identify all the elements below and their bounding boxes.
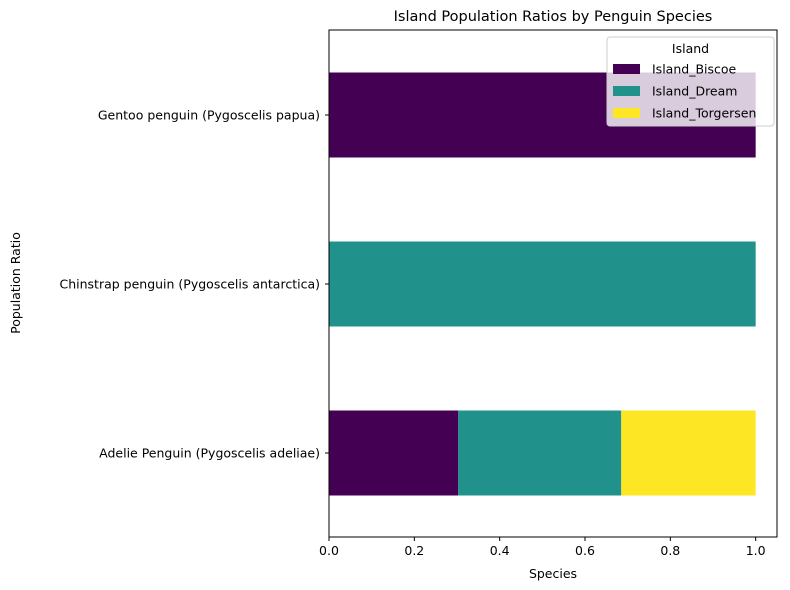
y-tick-label-2: Gentoo penguin (Pygoscelis papua) [98,108,320,123]
legend-label-2: Island_Torgersen [652,106,756,121]
legend-label-0: Island_Biscoe [652,62,737,77]
legend-swatch-1 [613,86,640,96]
bar-island-dream-0 [458,410,622,496]
legend-swatch-2 [613,108,640,118]
x-tick-label-0: 0.0 [319,543,339,558]
bar-island-biscoe-0 [329,410,459,496]
bar-island-torgersen-0 [621,410,756,496]
chart-title: Island Population Ratios by Penguin Spec… [394,9,713,25]
x-tick-label-1: 0.2 [404,543,424,558]
x-tick-label-3: 0.6 [575,543,595,558]
legend-label-1: Island_Dream [652,84,737,99]
y-tick-label-0: Adelie Penguin (Pygoscelis adeliae) [99,446,320,461]
legend-title: Island [672,41,709,56]
y-axis-label: Population Ratio [8,232,23,334]
legend-box [606,36,775,127]
x-tick-label-4: 0.8 [660,543,680,558]
y-tick-label-1: Chinstrap penguin (Pygoscelis antarctica… [59,277,320,292]
x-axis-label: Species [529,566,577,581]
x-tick-label-2: 0.4 [490,543,510,558]
plot-area: 0.0 0.2 0.4 0.6 0.8 1.0 Adelie Penguin (Pygosc… [59,29,778,558]
legend: Island Island_Biscoe Island_Dream Island_To… [606,36,775,127]
legend-swatch-0 [613,64,640,74]
bar-island-dream-1 [329,241,756,327]
x-tick-label-5: 1.0 [746,543,766,558]
